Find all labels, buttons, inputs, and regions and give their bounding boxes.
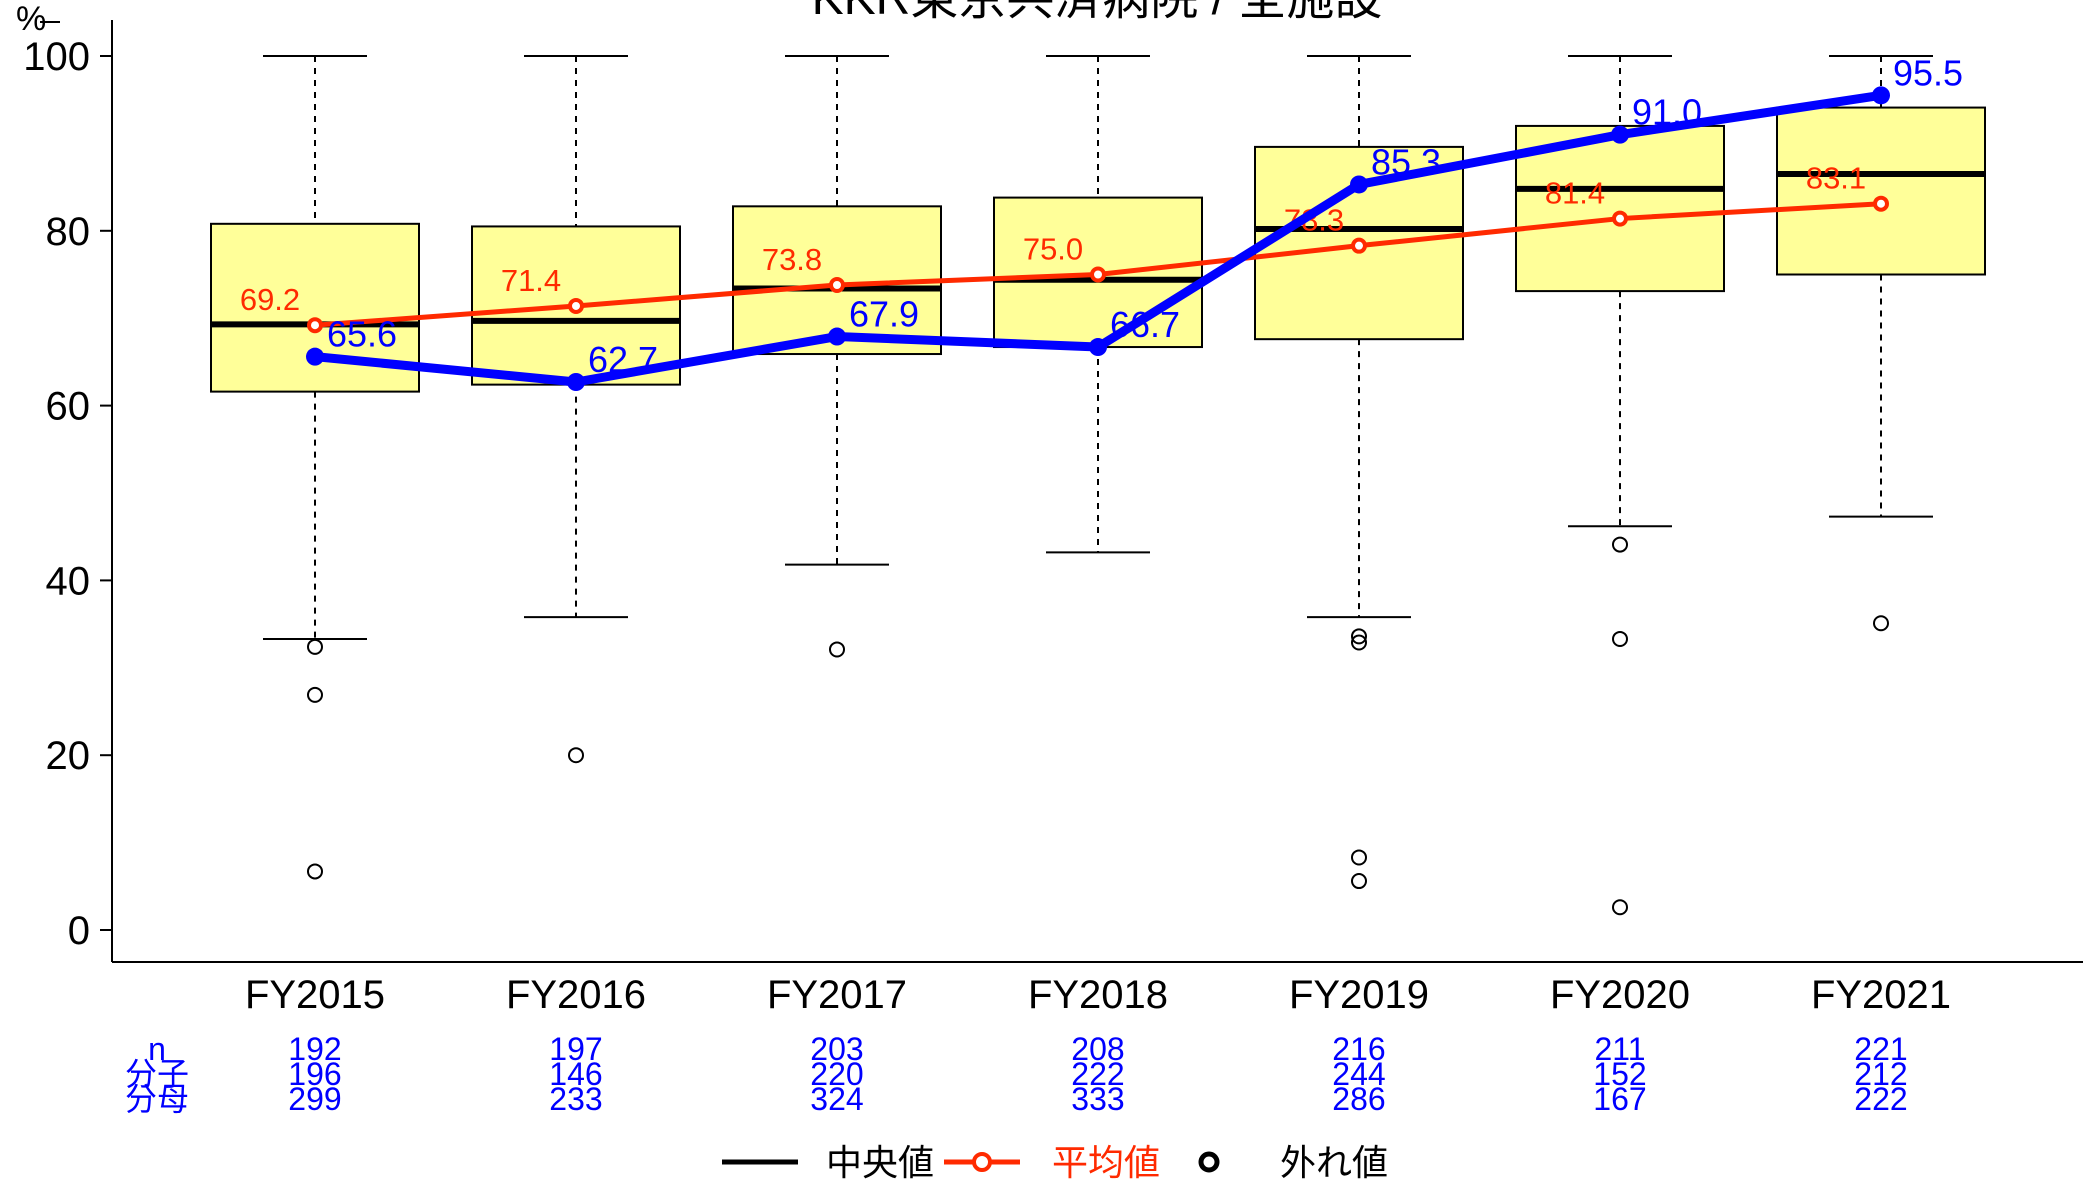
- count-cell: 233: [549, 1081, 602, 1117]
- outlier-point: [568, 747, 584, 764]
- legend-median-label: 中央値: [826, 1142, 934, 1181]
- outlier-point: [1351, 628, 1367, 645]
- outlier-point: [1873, 615, 1889, 632]
- outlier-point: [1351, 873, 1367, 890]
- x-tick-label: FY2020: [1550, 973, 1690, 1017]
- outlier-point: [1351, 634, 1367, 651]
- x-tick-label: FY2021: [1811, 973, 1951, 1017]
- legend: 中央値 平均値 外れ値: [722, 1142, 1388, 1183]
- count-cell: 324: [810, 1081, 863, 1117]
- count-cell: 220: [810, 1056, 863, 1092]
- count-cell: 167: [1593, 1081, 1646, 1117]
- count-cell: 222: [1071, 1056, 1124, 1092]
- outlier-point: [1612, 899, 1628, 916]
- mean-point: [1090, 266, 1106, 283]
- mean-data-label: 83.1: [1806, 161, 1866, 196]
- facility-point: [567, 373, 585, 392]
- outlier-point: [829, 641, 845, 658]
- x-tick-label: FY2019: [1289, 973, 1429, 1017]
- count-cell: 333: [1071, 1081, 1124, 1117]
- facility-point: [828, 327, 846, 346]
- count-cell: 197: [549, 1031, 602, 1067]
- count-cell: 146: [549, 1056, 602, 1092]
- mean-point: [1351, 237, 1367, 254]
- legend-outlier-label: 外れ値: [1280, 1142, 1388, 1181]
- y-tick-label: 60: [46, 385, 91, 429]
- outlier-point: [1612, 630, 1628, 647]
- box: [1515, 124, 1725, 293]
- facility-data-label: 95.5: [1893, 52, 1963, 93]
- count-cell: 192: [288, 1031, 341, 1067]
- facility-point: [1089, 338, 1107, 357]
- y-tick-label: 80: [46, 210, 91, 254]
- x-tick-label: FY2018: [1028, 973, 1168, 1017]
- mean-data-label: 71.4: [501, 263, 561, 298]
- facility-point: [1350, 175, 1368, 194]
- count-cell: 208: [1071, 1031, 1124, 1067]
- y-tick-label: 40: [46, 559, 91, 603]
- facility-data-label: 66.7: [1110, 304, 1180, 345]
- mean-point: [1612, 210, 1628, 227]
- count-cell: 196: [288, 1056, 341, 1092]
- lines-layer: 69.271.473.8 75.078.381.4 83.165.662.767.9…: [240, 52, 1963, 392]
- mean-point: [307, 317, 323, 334]
- count-cell: 212: [1854, 1056, 1907, 1092]
- facility-data-label: 91.0: [1632, 92, 1702, 133]
- x-tick-label: FY2015: [245, 973, 385, 1017]
- y-tick-label: 0: [68, 909, 90, 953]
- mean-point: [1873, 195, 1889, 212]
- box: [993, 196, 1203, 349]
- box: [1776, 106, 1986, 276]
- count-cell: 286: [1332, 1081, 1385, 1117]
- facility-data-label: 67.9: [849, 294, 919, 335]
- facility-data-label: 65.6: [327, 314, 397, 355]
- outlier-point: [1612, 536, 1628, 553]
- x-tick-label: FY2017: [767, 973, 907, 1017]
- facility-point: [1611, 125, 1629, 144]
- chart-title: KKR東京共済病院 / 全施設: [812, 0, 1383, 25]
- y-tick-label: 20: [46, 734, 91, 778]
- legend-mean-marker: [972, 1152, 992, 1172]
- mean-point: [568, 297, 584, 314]
- facility-data-label: 62.7: [588, 339, 658, 380]
- mean-data-label: 75.0: [1023, 232, 1083, 267]
- outlier-point: [307, 686, 323, 703]
- count-row-label: 分母: [125, 1081, 189, 1117]
- count-cell: 299: [288, 1081, 341, 1117]
- mean-data-label: 69.2: [240, 282, 300, 317]
- y-tick-label: 100: [23, 35, 90, 79]
- outlier-point: [1351, 849, 1367, 866]
- count-cell: 211: [1594, 1031, 1645, 1067]
- count-row-label: 分子: [125, 1056, 189, 1092]
- facility-point: [306, 347, 324, 366]
- count-cell: 152: [1593, 1056, 1646, 1092]
- axes-layer: 0 20 40 60 80 100 FY2015 FY2016 FY2017 FY2018 FY20…: [23, 20, 2083, 1017]
- x-tick-label: FY2016: [506, 973, 646, 1017]
- count-cell: 244: [1332, 1056, 1385, 1092]
- count-cell: 221: [1854, 1031, 1907, 1067]
- count-cell: 216: [1332, 1031, 1385, 1067]
- facility-point: [1872, 86, 1890, 105]
- outlier-point: [307, 638, 323, 655]
- y-axis-unit-label: %: [16, 0, 46, 38]
- count-cell: 222: [1854, 1081, 1907, 1117]
- legend-outlier-marker: [1198, 1151, 1220, 1173]
- mean-point: [829, 276, 845, 293]
- count-row-label: n: [148, 1031, 166, 1067]
- facility-data-label: 85.3: [1371, 141, 1441, 182]
- mean-data-label: 81.4: [1545, 176, 1605, 211]
- count-cell: 203: [810, 1031, 863, 1067]
- outlier-point: [307, 863, 323, 880]
- boxes-layer: [210, 55, 1986, 916]
- legend-mean-label: 平均値: [1052, 1142, 1160, 1181]
- mean-data-label: 73.8: [762, 242, 822, 277]
